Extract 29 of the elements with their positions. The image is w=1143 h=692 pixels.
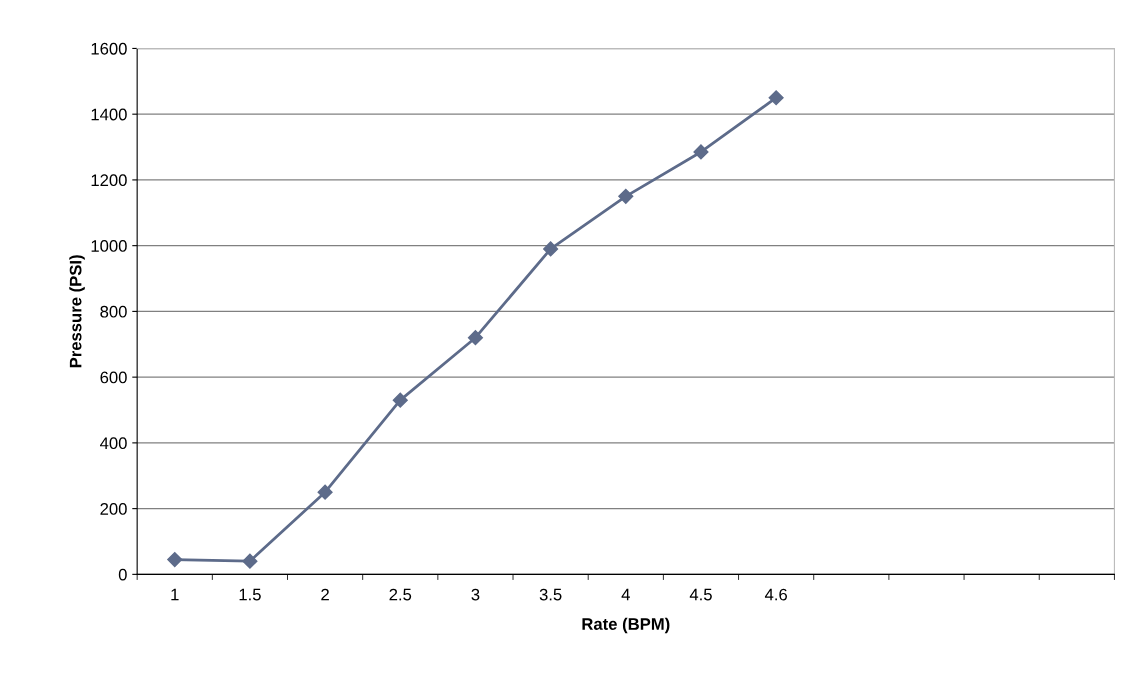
y-tick-label: 1200 [91, 174, 127, 187]
x-tick-label: 2.5 [389, 588, 412, 601]
point [242, 553, 258, 569]
x-tick-label: 1 [171, 588, 179, 601]
x-tick-label: 4.5 [689, 588, 712, 601]
point [392, 392, 408, 408]
y-tick-label: 0 [118, 568, 127, 581]
x-tick-label: 3 [471, 588, 480, 601]
point [693, 144, 709, 160]
y-axis-title: Pressure (PSI) [69, 255, 85, 368]
point [543, 241, 559, 257]
y-tick-label: 600 [100, 371, 127, 384]
y-tick-label: 1600 [91, 42, 127, 55]
x-tick-label: 2 [321, 588, 329, 601]
point [317, 484, 333, 500]
x-tick-label: 3.5 [539, 588, 562, 601]
y-tick-label: 800 [100, 305, 127, 318]
x-tick-label: 4.6 [764, 588, 787, 601]
y-tick-label: 200 [100, 503, 127, 515]
x-axis-title: Rate (BPM) [582, 617, 670, 634]
y-tick-label: 1400 [91, 108, 127, 121]
point [467, 330, 484, 346]
x-tick-label: 4 [621, 588, 630, 601]
point [167, 551, 183, 568]
y-tick-label: 1000 [91, 240, 127, 252]
point [618, 188, 634, 204]
x-tick-label: 1.5 [239, 588, 261, 601]
y-tick-label: 400 [100, 437, 127, 450]
point [768, 90, 784, 106]
